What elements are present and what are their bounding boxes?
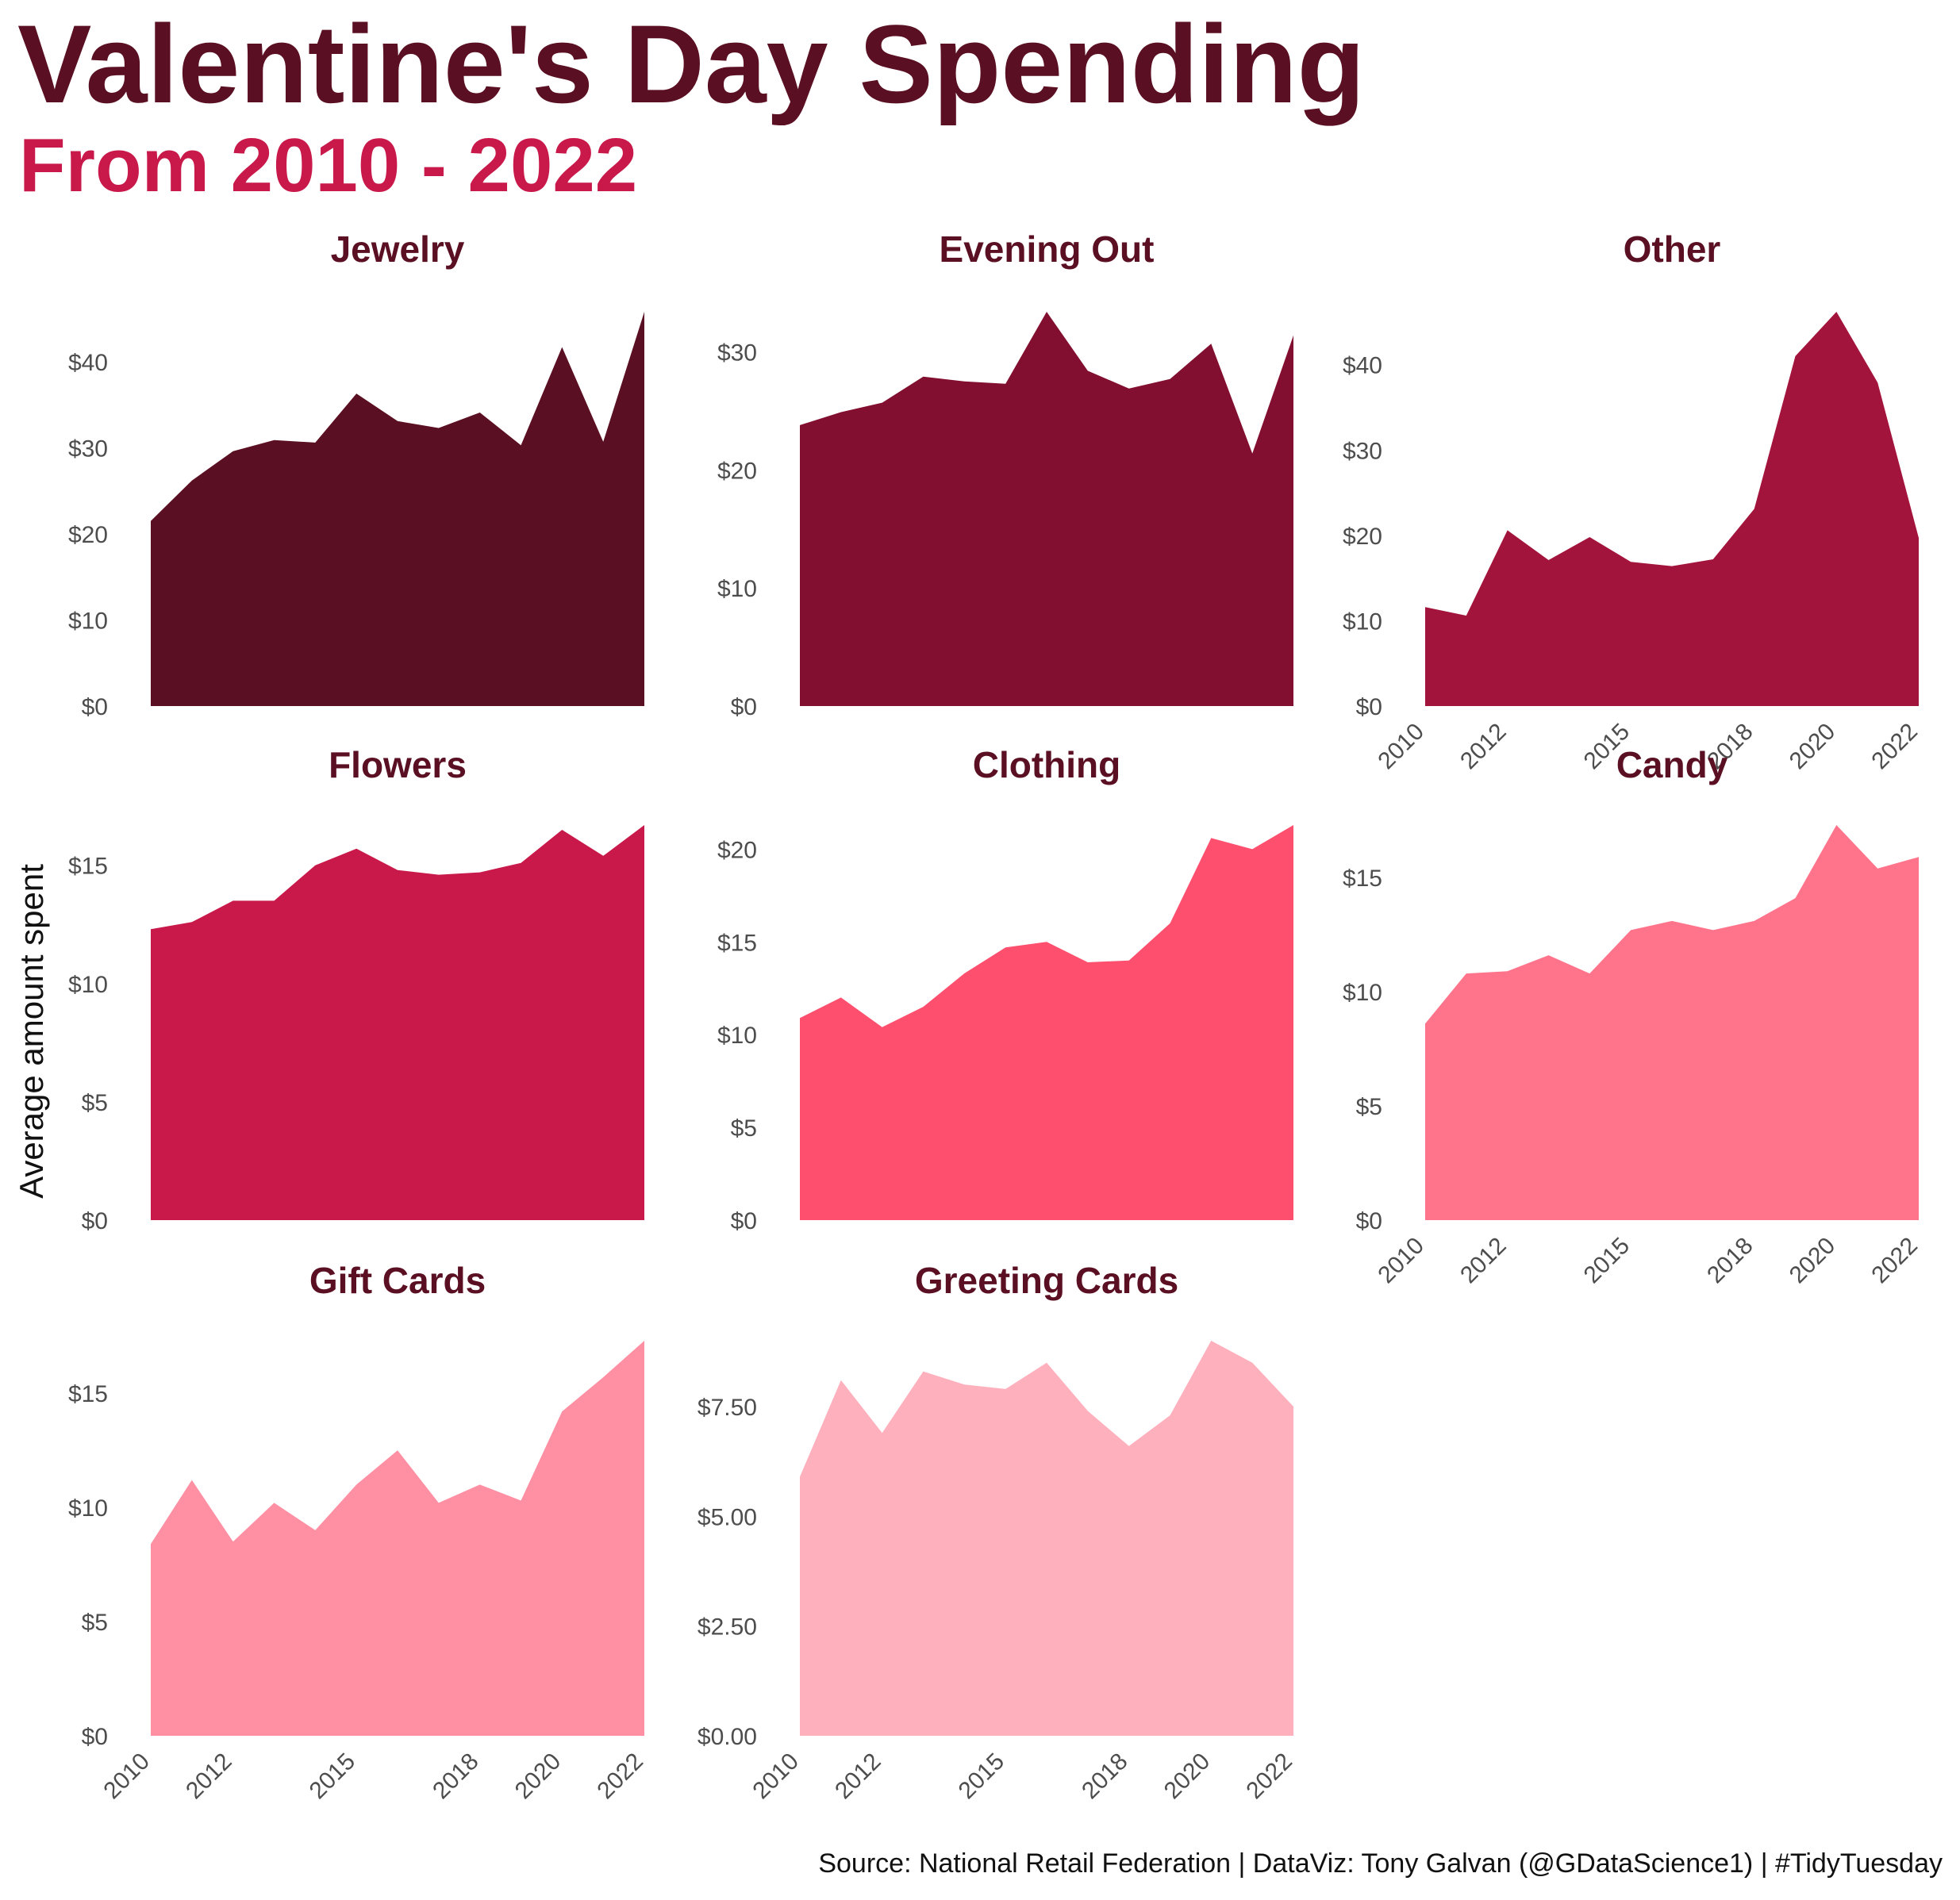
facet-title-candy: Candy [1616,744,1728,785]
x-tick-label: 2020 [1159,1748,1216,1805]
facet-jewelry: Jewelry $0 $10 $20 $30 $40 [68,228,644,720]
facet-title-gift-cards: Gift Cards [309,1260,486,1301]
y-tick-label: $20 [717,837,757,863]
x-tick-label: 2015 [305,1748,361,1805]
facet-title-flowers: Flowers [329,744,467,785]
y-tick-label: $40 [68,350,108,376]
y-tick-label: $0 [82,1208,108,1234]
area-other [1425,312,1919,706]
y-tick-label: $5 [1356,1094,1382,1120]
facet-title-jewelry: Jewelry [331,228,465,270]
facet-candy: Candy $0 $5 $10 $15 2010 2012 2015 2018 2020 2022 [1343,744,1923,1288]
y-tick-label: $2.50 [698,1614,757,1641]
y-tick-label: $5 [82,1090,108,1116]
x-tick-label: 2020 [1785,1233,1841,1289]
y-tick-label: $15 [68,854,108,880]
y-tick-label: $20 [717,458,757,484]
y-tick-label: $15 [68,1381,108,1407]
y-tick-label: $40 [1343,353,1382,379]
area-candy [1425,825,1919,1220]
facet-title-greeting-cards: Greeting Cards [915,1260,1178,1301]
area-jewelry [151,312,644,706]
y-tick-label: $0 [1356,694,1382,720]
x-tick-label: 2022 [592,1748,648,1805]
y-tick-label: $30 [1343,438,1382,464]
y-tick-label: $0.00 [698,1724,757,1750]
facet-greeting-cards: Greeting Cards $0.00 $2.50 $5.00 $7.50 2010 20… [698,1260,1297,1804]
y-tick-label: $15 [717,930,757,956]
y-tick-label: $0 [731,694,757,720]
y-tick-label: $10 [68,1495,108,1522]
area-gift-cards [151,1341,644,1736]
area-greeting-cards [800,1341,1293,1736]
facet-flowers: Flowers $0 $5 $10 $15 [68,744,644,1234]
x-tick-label: 2015 [954,1748,1010,1805]
x-tick-label: 2015 [1579,1233,1635,1289]
facet-title-evening-out: Evening Out [940,228,1155,270]
facet-title-other: Other [1624,228,1721,270]
facet-evening-out: Evening Out $0 $10 $20 $30 [717,228,1293,720]
area-flowers [151,825,644,1220]
x-tick-label: 2012 [181,1748,237,1805]
x-tick-label: 2012 [830,1748,886,1805]
area-evening-out [800,312,1293,706]
x-tick-label: 2010 [98,1748,155,1805]
y-tick-label: $10 [717,576,757,602]
y-tick-label: $10 [68,972,108,998]
x-tick-label: 2010 [1373,1233,1429,1289]
facet-gift-cards: Gift Cards $0 $5 $10 $15 2010 2012 2015 2018 2020… [68,1260,648,1804]
x-tick-label: 2012 [1455,1233,1512,1289]
x-tick-label: 2012 [1455,719,1512,775]
x-tick-label: 2010 [1373,719,1429,775]
y-tick-label: $5 [82,1610,108,1636]
y-tick-label: $5.00 [698,1504,757,1530]
y-tick-label: $0 [82,1724,108,1750]
x-tick-label: 2020 [1785,719,1841,775]
facet-title-clothing: Clothing [973,744,1121,785]
y-tick-label: $10 [1343,608,1382,635]
x-tick-label: 2022 [1866,719,1923,775]
x-tick-label: 2020 [510,1748,567,1805]
y-tick-label: $30 [717,340,757,367]
x-tick-label: 2018 [1702,1233,1758,1289]
y-tick-label: $10 [1343,980,1382,1006]
x-tick-label: 2018 [428,1748,484,1805]
x-tick-label: 2018 [1077,1748,1133,1805]
y-tick-label: $10 [68,608,108,634]
source-caption: Source: National Retail Federation | Dat… [818,1848,1943,1879]
y-tick-label: $30 [68,436,108,462]
area-clothing [800,825,1293,1220]
x-tick-label: 2022 [1866,1233,1923,1289]
facet-clothing: Clothing $0 $5 $10 $15 $20 [717,744,1293,1234]
y-tick-label: $5 [731,1115,757,1142]
y-tick-label: $15 [1343,866,1382,892]
y-tick-label: $10 [717,1023,757,1049]
y-tick-label: $0 [731,1208,757,1234]
y-tick-label: $0 [1356,1208,1382,1234]
chart-subtitle: From 2010 - 2022 [19,123,638,208]
y-tick-label: $7.50 [698,1395,757,1421]
y-tick-label: $20 [1343,524,1382,550]
x-tick-label: 2022 [1241,1748,1297,1805]
y-tick-label: $0 [82,694,108,720]
chart-title: Valentine's Day Spending [17,2,1366,126]
y-tick-label: $20 [68,522,108,548]
x-tick-label: 2010 [747,1748,804,1805]
